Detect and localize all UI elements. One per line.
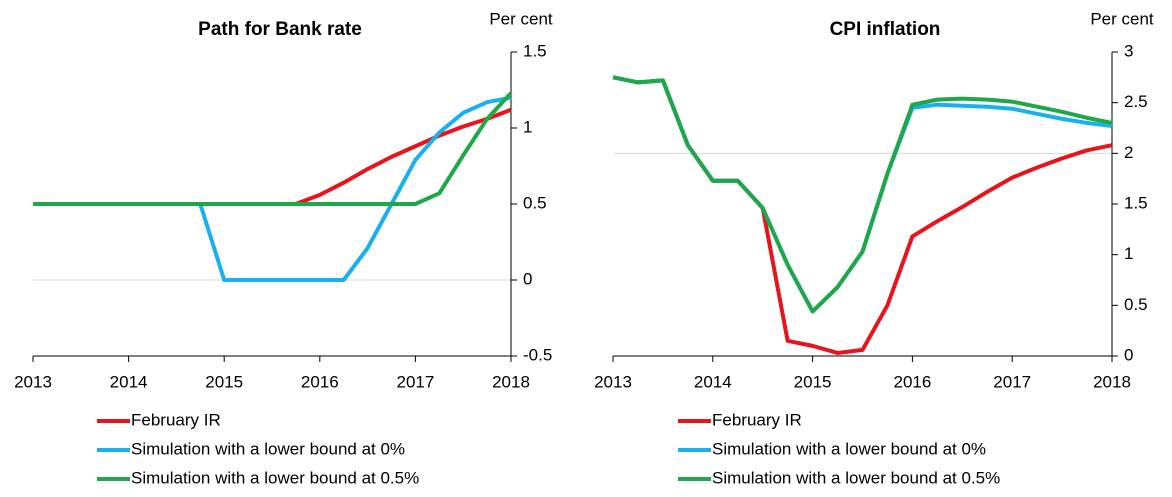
y-tick-label: 1.5	[1124, 193, 1148, 212]
series-line	[612, 75, 1113, 355]
x-tick-label: 2015	[794, 372, 832, 391]
y-tick-label: 2	[1124, 143, 1133, 162]
x-tick-label: 2014	[110, 372, 148, 391]
x-tick-label: 2013	[594, 372, 632, 391]
y-tick-label: 0	[1124, 345, 1133, 364]
legend-label: February IR	[131, 410, 221, 429]
series-line	[33, 95, 512, 282]
chart-title: CPI inflation	[830, 19, 941, 40]
x-tick-label: 2013	[14, 372, 52, 391]
x-tick-label: 2017	[396, 372, 434, 391]
x-tick-label: 2016	[301, 372, 339, 391]
y-tick-label: 1	[1124, 244, 1133, 263]
legend-label: Simulation with a lower bound at 0%	[131, 439, 405, 458]
y-tick-label: 1.5	[523, 41, 547, 60]
legend-label: February IR	[712, 410, 802, 429]
y-tick-label: -0.5	[523, 345, 552, 364]
y-tick-label: 0.5	[1124, 295, 1148, 314]
x-tick-label: 2016	[893, 372, 931, 391]
series-line	[612, 75, 1113, 314]
series-line	[612, 75, 1113, 314]
y-axis-label: Per cent	[489, 9, 553, 28]
legend-label: Simulation with a lower bound at 0.5%	[712, 468, 1000, 487]
y-tick-label: 0.5	[523, 193, 547, 212]
chart-title: Path for Bank rate	[198, 19, 362, 40]
x-tick-label: 2018	[492, 372, 530, 391]
x-tick-label: 2018	[1093, 372, 1131, 391]
y-axis-label: Per cent	[1090, 9, 1154, 28]
y-tick-label: 1	[523, 117, 532, 136]
legend-label: Simulation with a lower bound at 0.5%	[131, 468, 419, 487]
y-tick-label: 3	[1124, 41, 1133, 60]
series-line	[33, 91, 513, 206]
x-tick-label: 2015	[205, 372, 243, 391]
y-tick-label: 0	[523, 269, 532, 288]
x-tick-label: 2014	[694, 372, 732, 391]
y-tick-label: 2.5	[1124, 92, 1148, 111]
x-tick-label: 2017	[993, 372, 1031, 391]
legend-label: Simulation with a lower bound at 0%	[712, 439, 986, 458]
